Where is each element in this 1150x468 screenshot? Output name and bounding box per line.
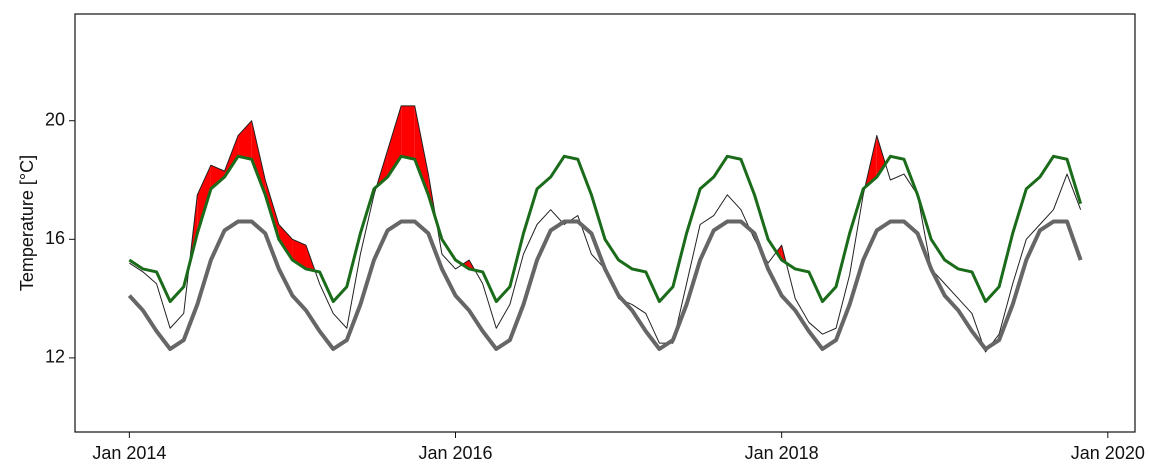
- x-tick-label: Jan 2020: [1071, 443, 1145, 463]
- y-axis-label: Temperature [°C]: [17, 155, 37, 291]
- exceedance-fill: [224, 135, 239, 178]
- y-tick-label: 20: [45, 109, 65, 129]
- exceedance-fill: [197, 165, 211, 234]
- exceedance-fill: [414, 105, 429, 195]
- exceedance-fill: [401, 105, 415, 160]
- exceedance-fill: [278, 224, 293, 261]
- series-line: [127, 219, 1083, 351]
- y-tick-label: 12: [45, 347, 65, 367]
- plot-frame: [74, 13, 1136, 433]
- y-tick-label: 16: [45, 228, 65, 248]
- exceedance-fill: [210, 165, 225, 189]
- x-tick-label: Jan 2016: [418, 443, 492, 463]
- x-tick-label: Jan 2018: [745, 443, 819, 463]
- x-tick-label: Jan 2014: [92, 443, 166, 463]
- exceedance-fill: [238, 120, 252, 160]
- series-line: [129, 105, 1082, 353]
- exceedance-fill: [251, 120, 266, 195]
- series-line: [128, 154, 1083, 304]
